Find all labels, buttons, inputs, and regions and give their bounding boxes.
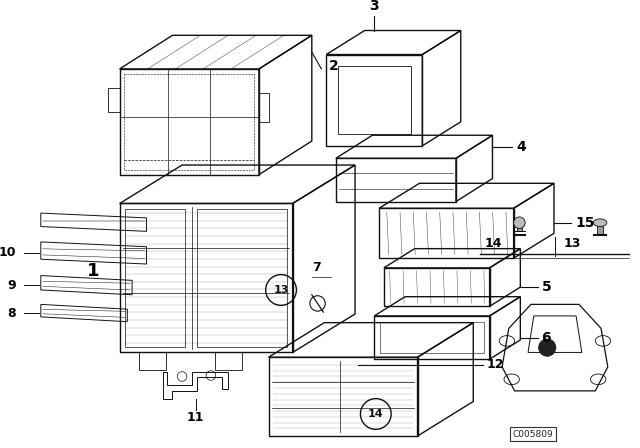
- Text: 13: 13: [273, 285, 289, 295]
- Text: 3: 3: [369, 0, 379, 13]
- Text: 6: 6: [541, 331, 551, 345]
- Text: 7: 7: [312, 261, 321, 274]
- Circle shape: [539, 339, 556, 356]
- Ellipse shape: [593, 219, 607, 227]
- Text: 14: 14: [368, 409, 383, 419]
- Text: 8: 8: [7, 306, 16, 319]
- Text: 11: 11: [187, 411, 204, 424]
- Text: 9: 9: [7, 279, 16, 292]
- Text: 12: 12: [486, 358, 504, 371]
- Text: 5: 5: [541, 280, 551, 294]
- Text: 14: 14: [484, 237, 502, 250]
- Text: 15: 15: [575, 216, 595, 230]
- Text: 2: 2: [329, 59, 339, 73]
- Text: 4: 4: [516, 140, 526, 154]
- Text: 13: 13: [564, 237, 581, 250]
- Bar: [597, 222, 603, 235]
- Text: C005809: C005809: [513, 430, 553, 439]
- Text: 1: 1: [86, 262, 99, 280]
- Bar: [516, 218, 522, 231]
- Circle shape: [514, 217, 525, 228]
- Text: 10: 10: [0, 246, 16, 259]
